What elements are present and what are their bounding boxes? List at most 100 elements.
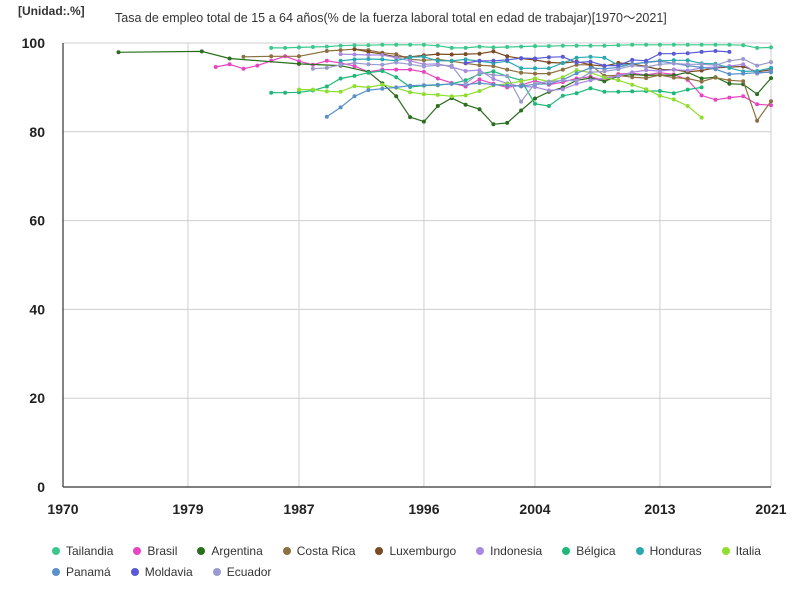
data-point	[546, 55, 551, 60]
data-point	[533, 76, 537, 81]
legend-item[interactable]: Moldavia	[130, 563, 193, 581]
legend-marker	[562, 547, 571, 555]
data-point	[657, 93, 662, 98]
data-point	[324, 49, 329, 53]
data-point	[602, 63, 607, 68]
data-point	[560, 93, 565, 98]
data-point	[769, 76, 773, 81]
data-point	[269, 54, 274, 59]
y-tick-labels: 0 20 40 60 80 100	[22, 35, 46, 495]
data-point	[699, 93, 704, 98]
data-point	[366, 62, 371, 67]
legend-label: Moldavia	[144, 565, 193, 579]
data-point	[394, 94, 399, 99]
data-point	[560, 61, 565, 65]
data-point	[546, 66, 551, 71]
legend-item[interactable]: Luxemburgo	[375, 542, 456, 560]
legend: Tailandia Brasil Argentina Costa Rica Luxemb…	[52, 542, 792, 581]
series-line	[340, 56, 772, 73]
legend-item[interactable]: Honduras	[635, 542, 702, 560]
data-point	[408, 83, 413, 88]
data-point	[505, 57, 510, 62]
data-point	[560, 54, 565, 59]
data-point	[769, 65, 773, 70]
legend-label: Panamá	[66, 565, 111, 579]
legend-item[interactable]: Costa Rica	[282, 542, 355, 560]
legend-label: Bélgica	[576, 544, 616, 558]
data-point	[519, 44, 524, 49]
legend-marker	[721, 547, 730, 555]
data-point	[338, 48, 343, 53]
data-point	[380, 69, 385, 73]
x-tick-label: 2004	[519, 501, 550, 517]
data-point	[588, 78, 593, 83]
data-point	[352, 61, 357, 65]
data-point	[297, 45, 301, 50]
data-point	[588, 54, 593, 59]
data-point	[727, 58, 732, 63]
data-point	[463, 69, 468, 73]
data-point	[644, 65, 649, 69]
data-point	[727, 78, 732, 83]
legend-item[interactable]: Tailandia	[52, 542, 113, 560]
y-tick-label: 0	[37, 479, 45, 495]
data-point	[241, 66, 246, 71]
data-point	[505, 120, 510, 125]
data-point	[421, 69, 426, 74]
data-point	[324, 65, 329, 70]
data-point	[408, 62, 413, 67]
data-point	[685, 51, 690, 56]
data-point	[699, 62, 704, 67]
data-point	[616, 43, 621, 48]
data-point	[366, 88, 371, 93]
data-point	[477, 81, 482, 85]
data-point	[588, 86, 593, 91]
data-point	[421, 64, 426, 69]
y-tick-label: 80	[29, 124, 45, 140]
data-point	[713, 75, 718, 80]
data-point	[574, 43, 579, 48]
data-point	[630, 63, 635, 68]
data-point	[588, 59, 593, 64]
data-point	[560, 67, 565, 72]
data-point	[435, 63, 440, 68]
legend-item[interactable]: Italia	[721, 542, 761, 560]
data-point	[380, 82, 385, 87]
data-point	[727, 49, 732, 54]
data-point	[699, 42, 704, 47]
legend-item[interactable]: Panamá	[52, 563, 111, 581]
data-point	[699, 85, 704, 90]
data-point	[366, 53, 371, 57]
data-point	[491, 45, 496, 50]
x-tick-label: 1979	[172, 501, 203, 517]
data-point	[241, 54, 246, 59]
legend-item[interactable]: Indonesia	[476, 542, 542, 560]
series-panam-	[324, 59, 773, 119]
data-point	[671, 58, 676, 63]
legend-item[interactable]: Argentina	[197, 542, 263, 560]
data-point	[546, 104, 551, 108]
data-point	[227, 62, 232, 67]
data-point	[546, 44, 551, 49]
x-tick-labels: 1970 1979 1987 1996 2004 2013 2021	[47, 501, 786, 517]
data-point	[671, 91, 676, 96]
data-point	[449, 52, 454, 57]
data-point	[519, 84, 524, 89]
unit-label: [Unidad:.%]	[18, 4, 85, 18]
legend-item[interactable]: Ecuador	[212, 563, 271, 581]
data-point	[421, 42, 426, 47]
data-point	[380, 53, 385, 57]
y-tick-label: 60	[29, 213, 45, 229]
data-point	[671, 75, 676, 80]
data-point	[324, 114, 329, 119]
data-point	[699, 76, 704, 81]
data-point	[741, 43, 746, 48]
data-point	[755, 70, 760, 75]
series-line	[243, 48, 772, 122]
legend-item[interactable]: Bélgica	[562, 542, 616, 560]
legend-item[interactable]: Brasil	[133, 542, 177, 560]
data-point	[394, 67, 399, 72]
data-point	[769, 70, 773, 75]
data-point	[602, 43, 607, 48]
series-line	[340, 53, 772, 92]
